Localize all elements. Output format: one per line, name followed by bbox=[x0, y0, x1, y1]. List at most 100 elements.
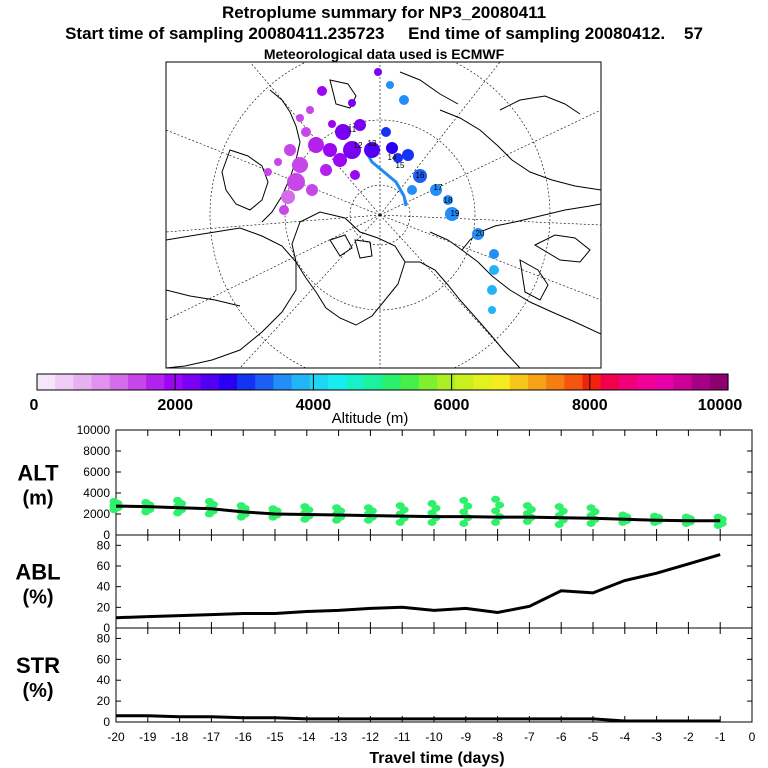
plume-cluster-marker bbox=[489, 265, 499, 275]
colorbar-cell bbox=[364, 374, 384, 390]
panel-unit: (%) bbox=[22, 587, 53, 609]
colorbar-cell bbox=[291, 374, 311, 390]
altitude-spread-marker bbox=[491, 518, 501, 526]
plume-cluster-label: 11 bbox=[348, 125, 357, 134]
colorbar-cell bbox=[691, 374, 711, 390]
y-tick-label: 60 bbox=[97, 652, 111, 666]
altitude-spread-marker bbox=[395, 502, 405, 510]
colorbar-cell bbox=[673, 374, 693, 390]
plume-cluster-marker bbox=[328, 120, 336, 128]
plume-cluster-marker bbox=[308, 137, 324, 153]
end-time-suffix: 57 bbox=[684, 24, 703, 43]
altitude-spread-marker bbox=[427, 500, 437, 507]
x-tick-label: -14 bbox=[298, 730, 316, 744]
x-tick-label: -19 bbox=[139, 730, 157, 744]
plume-cluster-marker bbox=[323, 143, 337, 157]
colorbar-cell bbox=[37, 374, 56, 390]
colorbar-cell bbox=[382, 374, 402, 390]
x-tick-label: -3 bbox=[651, 730, 662, 744]
x-tick-label: -20 bbox=[107, 730, 125, 744]
map-frame bbox=[165, 61, 602, 369]
colorbar-cell bbox=[109, 374, 129, 390]
altitude-spread-marker bbox=[618, 511, 628, 519]
chart-title: Retroplume summary for NP3_20080411 bbox=[221, 3, 547, 22]
y-tick-label: 40 bbox=[97, 673, 111, 687]
plume-cluster-label: 18 bbox=[444, 196, 453, 205]
colorbar-cell bbox=[182, 374, 202, 390]
altitude-spread-marker bbox=[491, 495, 501, 503]
x-tick-label: -16 bbox=[235, 730, 253, 744]
plume-cluster-label: 13 bbox=[368, 139, 377, 148]
plume-cluster-label: 15 bbox=[396, 161, 405, 170]
y-tick-label: 60 bbox=[97, 559, 111, 573]
colorbar-cell bbox=[709, 374, 729, 390]
x-tick-label: -7 bbox=[524, 730, 535, 744]
colorbar-cell bbox=[473, 374, 493, 390]
altitude-spread-marker bbox=[586, 504, 596, 512]
plume-cluster-label: 14 bbox=[388, 153, 397, 162]
plume-cluster-marker bbox=[430, 184, 442, 196]
colorbar-cell bbox=[91, 374, 111, 390]
plume-cluster-marker bbox=[264, 168, 272, 176]
colorbar-cell bbox=[637, 374, 656, 390]
x-tick-label: -12 bbox=[362, 730, 380, 744]
plume-cluster-marker bbox=[306, 184, 318, 196]
panel-unit: (m) bbox=[22, 488, 53, 510]
colorbar-ticks: 0 2000 4000 6000 8000 10000 bbox=[30, 374, 742, 414]
colorbar-cell bbox=[455, 374, 475, 390]
altitude-spread-marker bbox=[459, 519, 469, 527]
plume-cluster-marker bbox=[374, 68, 382, 76]
x-tick-label: 0 bbox=[749, 730, 756, 744]
colorbar-cell bbox=[164, 374, 184, 390]
plume-cluster-marker bbox=[301, 127, 311, 137]
colorbar-tick-label: 4000 bbox=[296, 397, 332, 414]
plume-cluster-marker bbox=[335, 124, 351, 140]
y-tick-label: 0 bbox=[103, 528, 110, 542]
colorbar-cell bbox=[437, 374, 456, 390]
colorbar-cell bbox=[273, 374, 293, 390]
altitude-spread-marker bbox=[204, 497, 214, 505]
plume-cluster-marker bbox=[487, 285, 497, 295]
colorbar-frame bbox=[36, 373, 729, 391]
plume-cluster-label: 20 bbox=[476, 229, 485, 238]
x-tick-label: -6 bbox=[556, 730, 567, 744]
plume-cluster-marker bbox=[287, 173, 305, 191]
plume-cluster-marker bbox=[281, 190, 295, 204]
latitude-circle bbox=[209, 62, 551, 368]
colorbar-cell bbox=[582, 374, 602, 390]
altitude-spread-marker bbox=[141, 498, 151, 506]
colorbar-cell bbox=[55, 374, 74, 390]
plume-cluster-marker bbox=[381, 127, 391, 137]
altitude-spread-marker bbox=[109, 497, 119, 505]
x-tick-label: -9 bbox=[460, 730, 471, 744]
y-tick-label: 0 bbox=[103, 621, 110, 635]
altitude-spread-marker bbox=[522, 502, 532, 510]
start-time-label: Start time of sampling 20080411.235723 bbox=[65, 24, 385, 43]
y-tick-label: 40 bbox=[97, 580, 111, 594]
colorbar-cell bbox=[327, 374, 347, 390]
y-tick-label: 80 bbox=[97, 631, 111, 645]
panel-label: STR bbox=[16, 653, 60, 678]
x-tick-label: -15 bbox=[266, 730, 284, 744]
x-tick-label: -1 bbox=[715, 730, 726, 744]
colorbar-label: Altitude (m) bbox=[332, 410, 409, 427]
altitude-spread-marker bbox=[459, 496, 469, 504]
coastlines bbox=[166, 71, 601, 368]
end-time-label: End time of sampling 20080412. bbox=[408, 24, 666, 43]
altitude-spread-marker bbox=[681, 513, 691, 521]
altitude-spread-marker bbox=[268, 505, 278, 513]
y-tick-label: 0 bbox=[103, 715, 110, 729]
y-tick-label: 10000 bbox=[77, 423, 111, 437]
colorbar-cell bbox=[655, 374, 675, 390]
plume-cluster-marker bbox=[407, 185, 417, 195]
met-data-label: Meteorological data used is ECMWF bbox=[263, 46, 505, 62]
plume-cluster-marker bbox=[333, 153, 347, 167]
x-tick-label: -2 bbox=[683, 730, 694, 744]
plume-cluster-marker bbox=[386, 142, 398, 154]
plume-cluster-marker bbox=[317, 86, 327, 96]
plume-cluster-marker bbox=[292, 157, 308, 173]
y-tick-label: 80 bbox=[97, 538, 111, 552]
altitude-spread-marker bbox=[459, 508, 469, 516]
plume-cluster-marker bbox=[354, 119, 366, 131]
